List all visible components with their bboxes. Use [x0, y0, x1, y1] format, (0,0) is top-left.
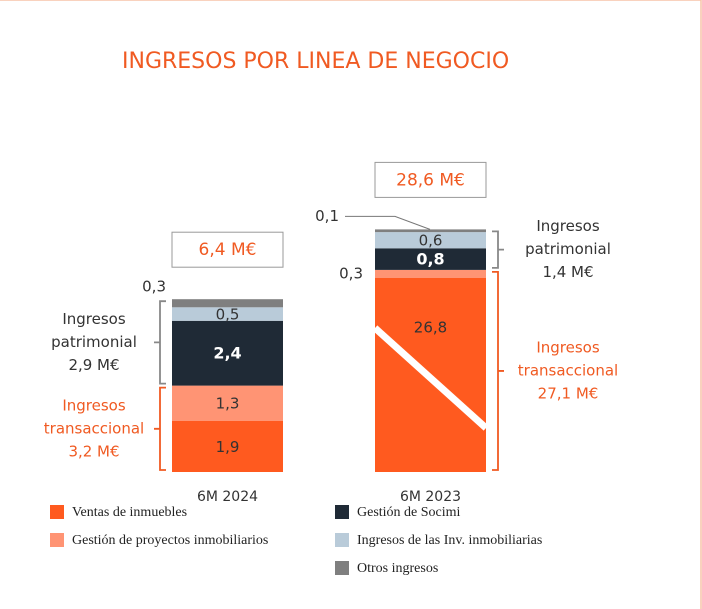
bar-segment — [375, 232, 486, 249]
chart-title: INGRESOS POR LINEA DE NEGOCIO — [122, 49, 509, 74]
total-label: 28,6 M€ — [396, 170, 465, 190]
total-box — [171, 231, 284, 268]
legend-label: Gestión de Socimi — [357, 505, 461, 520]
value-label: 0,3 — [142, 278, 166, 296]
annotation: 27,1 M€ — [538, 384, 599, 402]
value-label: 1,3 — [216, 395, 240, 413]
value-label: 0,6 — [419, 232, 443, 250]
legend-label: Ventas de inmuebles — [72, 505, 187, 520]
value-label: 2,4 — [213, 344, 241, 363]
legend-swatch — [50, 533, 64, 547]
annotation: Ingresos — [536, 217, 600, 235]
value-label: 26,8 — [414, 319, 447, 337]
x-tick-label: 6M 2024 — [197, 489, 258, 505]
value-label: 1,9 — [216, 438, 240, 456]
legend-label: Ingresos de las Inv. inmobiliarias — [357, 533, 542, 548]
bracket — [492, 271, 504, 471]
annotation: 1,4 M€ — [542, 263, 593, 281]
x-tick-label: 6M 2023 — [400, 489, 461, 505]
value-label: 0,3 — [339, 264, 363, 282]
bracket — [154, 300, 166, 385]
annotation: patrimonial — [51, 333, 137, 351]
bracket — [492, 230, 504, 269]
legend-swatch — [50, 505, 64, 519]
bar-segment — [172, 420, 283, 472]
legend-swatch — [335, 533, 349, 547]
leader-line — [345, 215, 431, 230]
total-box — [374, 161, 487, 198]
annotation: transaccional — [44, 419, 144, 437]
bar-segment — [172, 307, 283, 321]
annotation: Ingresos — [536, 338, 600, 356]
annotation: Ingresos — [62, 310, 126, 328]
bar-segment — [172, 299, 283, 308]
bar-segment — [375, 248, 486, 270]
annotation: 3,2 M€ — [68, 442, 119, 460]
bar-segment — [172, 385, 283, 421]
annotation: 2,9 M€ — [68, 356, 119, 374]
annotation: Ingresos — [62, 396, 126, 414]
legend-label: Otros ingresos — [357, 561, 438, 576]
legend-swatch — [335, 561, 349, 575]
annotation: patrimonial — [525, 240, 611, 258]
legend-label: Gestión de proyectos inmobiliarios — [72, 533, 268, 548]
bracket — [154, 386, 166, 471]
axis-break — [372, 325, 489, 431]
legend-swatch — [335, 505, 349, 519]
total-label: 6,4 M€ — [199, 240, 257, 260]
value-label: 0,5 — [216, 306, 240, 324]
bar-segment — [172, 320, 283, 386]
annotation: transaccional — [518, 361, 618, 379]
bar-segment — [375, 269, 486, 278]
value-label: 0,8 — [416, 250, 444, 269]
value-label: 0,1 — [315, 207, 339, 225]
bar-segment — [375, 229, 486, 233]
